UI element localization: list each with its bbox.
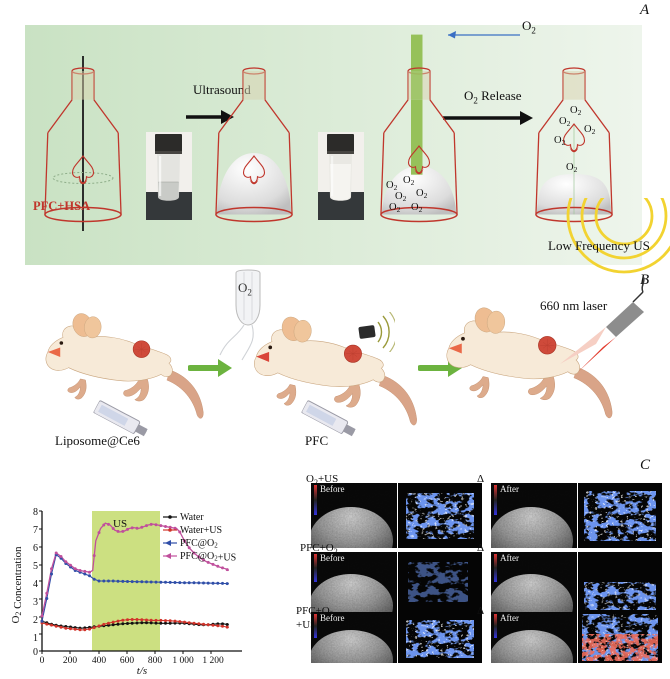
svg-text:400: 400 (92, 656, 107, 666)
svg-text:3: 3 (33, 597, 38, 608)
svg-text:0: 0 (40, 656, 45, 666)
svg-text:7: 7 (33, 525, 38, 536)
svg-text:O2: O2 (559, 116, 571, 128)
svg-text:200: 200 (63, 656, 78, 666)
svg-text:1 200: 1 200 (202, 656, 224, 666)
svg-text:O2: O2 (566, 162, 578, 174)
svg-text:0: 0 (33, 647, 38, 658)
svg-text:600: 600 (120, 656, 135, 666)
svg-text:PFC+HSA: PFC+HSA (33, 199, 90, 213)
svg-text:O2 Concentration: O2 Concentration (10, 546, 24, 624)
svg-text:5: 5 (33, 561, 38, 572)
svg-text:Water+US: Water+US (180, 525, 222, 536)
svg-text:1 000: 1 000 (172, 656, 194, 666)
svg-text:PFC@O2+US: PFC@O2+US (180, 551, 236, 564)
svg-text:O2: O2 (570, 105, 582, 117)
svg-text:6: 6 (33, 543, 38, 554)
svg-text:4: 4 (33, 579, 38, 590)
svg-text:t/s: t/s (137, 665, 147, 675)
svg-text:1: 1 (33, 633, 38, 644)
svg-text:US: US (113, 518, 127, 530)
svg-text:O2: O2 (584, 124, 596, 136)
svg-text:PFC@O2: PFC@O2 (180, 538, 218, 550)
svg-text:8: 8 (33, 507, 38, 518)
svg-text:Water: Water (180, 512, 204, 523)
svg-text:O2: O2 (554, 135, 566, 147)
svg-text:2: 2 (33, 615, 38, 626)
svg-text:800: 800 (148, 656, 163, 666)
